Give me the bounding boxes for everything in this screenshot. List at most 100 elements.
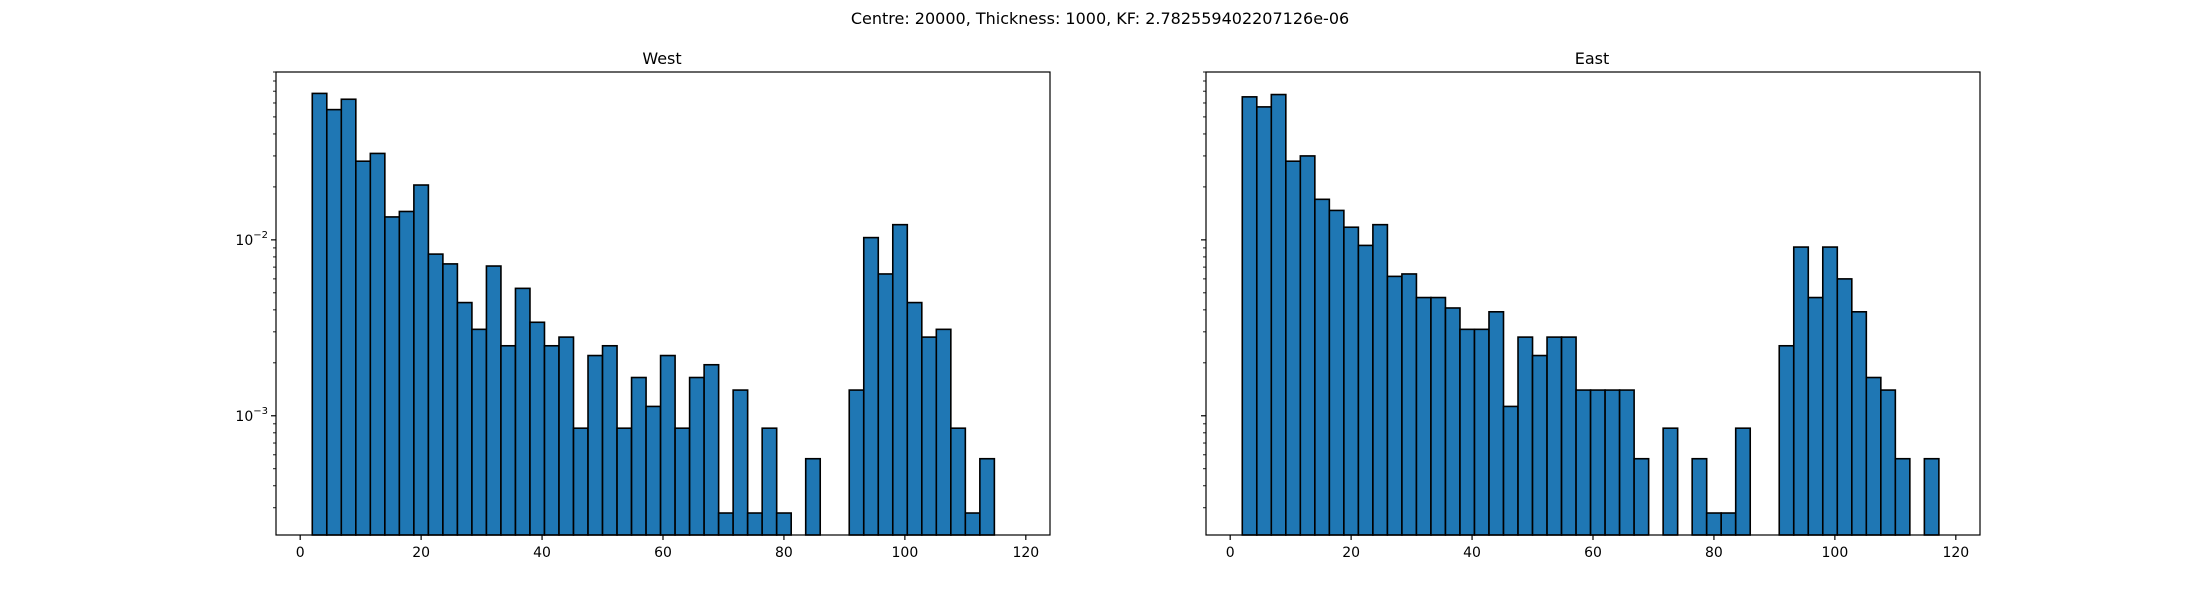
- west-bar: [529, 321, 546, 536]
- east-bar: [1560, 336, 1577, 536]
- west-bar: [601, 344, 618, 536]
- west-bars: [311, 92, 996, 536]
- east-bar: [1343, 226, 1360, 536]
- figure-suptitle: Centre: 20000, Thickness: 1000, KF: 2.78…: [851, 9, 1349, 28]
- east-bar: [1720, 512, 1737, 536]
- west-bar: [558, 336, 575, 536]
- east-bar: [1241, 96, 1258, 536]
- west-bar: [456, 301, 473, 536]
- east-bar: [1633, 457, 1650, 536]
- east-bar: [1444, 307, 1461, 536]
- east-bar: [1821, 246, 1839, 536]
- west-x-tick-label: 60: [654, 545, 672, 561]
- east-bar: [1473, 328, 1490, 536]
- west-bar: [340, 98, 357, 536]
- east-bar: [1734, 427, 1752, 536]
- east-x-tick-label: 120: [1942, 545, 1969, 561]
- west-bar: [862, 236, 880, 536]
- east-bar: [1488, 310, 1505, 536]
- west-bar: [442, 263, 459, 536]
- west-axes: 0 20 40 60 80 100 120 10−2 10−3: [235, 71, 1051, 561]
- east-x-tick-label: 100: [1822, 545, 1849, 561]
- west-bar: [384, 216, 401, 536]
- west-bar: [427, 253, 444, 536]
- west-x-tick-label: 20: [412, 545, 430, 561]
- west-bar: [935, 328, 952, 536]
- east-panel: East 0 20 40 60 80 100 120: [1201, 49, 1981, 561]
- west-bar: [906, 301, 923, 536]
- west-bar: [950, 427, 967, 536]
- west-x-tick-label: 100: [892, 545, 919, 561]
- east-bar: [1372, 223, 1389, 536]
- west-bar: [369, 152, 386, 536]
- east-x-tick-label: 20: [1342, 545, 1360, 561]
- west-y-tick-label: 10−3: [235, 406, 268, 425]
- west-bar: [964, 512, 981, 536]
- west-bar: [572, 427, 589, 536]
- east-bar: [1923, 457, 1940, 536]
- east-bar: [1604, 389, 1621, 536]
- east-bar: [1270, 93, 1287, 536]
- west-bar: [471, 328, 488, 536]
- west-bar: [891, 223, 909, 536]
- east-bar: [1618, 389, 1635, 536]
- west-bar: [848, 389, 865, 536]
- east-bar: [1517, 336, 1534, 536]
- east-bar: [1299, 155, 1316, 536]
- east-bar: [1314, 198, 1331, 536]
- west-bar: [325, 108, 343, 536]
- west-bar: [355, 160, 372, 536]
- east-bar: [1880, 389, 1897, 536]
- east-x-tick-label: 60: [1584, 545, 1602, 561]
- west-bar: [732, 389, 749, 536]
- east-bar: [1836, 278, 1853, 536]
- east-bar: [1894, 457, 1911, 536]
- west-bar: [514, 287, 531, 536]
- west-bar: [979, 457, 996, 536]
- east-bar: [1415, 296, 1432, 536]
- west-bar: [674, 427, 691, 536]
- east-x-tick-label: 80: [1705, 545, 1723, 561]
- east-bar: [1502, 405, 1519, 536]
- west-y-tick-label: 10−2: [235, 230, 268, 249]
- west-x-tick-label: 120: [1012, 545, 1039, 561]
- west-bar: [398, 210, 415, 536]
- west-bar: [543, 344, 560, 536]
- east-bar: [1851, 310, 1868, 536]
- east-bar: [1531, 354, 1548, 536]
- west-bar: [645, 405, 662, 536]
- west-x-tick-label: 80: [775, 545, 793, 561]
- west-bar: [746, 512, 763, 536]
- east-bars: [1241, 93, 1940, 536]
- east-bar: [1386, 275, 1403, 536]
- west-bar: [688, 376, 705, 536]
- east-bar: [1662, 427, 1679, 536]
- east-axes: 0 20 40 60 80 100 120: [1201, 71, 1981, 561]
- east-x-tick-label: 40: [1463, 545, 1481, 561]
- east-bar: [1589, 389, 1606, 536]
- west-bar: [413, 184, 430, 536]
- west-bar: [311, 92, 328, 536]
- west-bar: [500, 344, 517, 536]
- west-bar: [616, 427, 633, 536]
- east-x-tick-label: 0: [1226, 545, 1235, 561]
- west-bar: [717, 512, 734, 536]
- east-bar: [1459, 328, 1476, 536]
- east-bar: [1778, 344, 1795, 536]
- east-bar: [1430, 296, 1447, 536]
- east-bar: [1575, 389, 1592, 536]
- west-x-tick-label: 40: [533, 545, 551, 561]
- east-bar: [1792, 246, 1810, 536]
- east-panel-title: East: [1575, 49, 1610, 68]
- west-x-tick-label: 0: [296, 545, 305, 561]
- west-bar: [485, 265, 502, 536]
- west-bar: [877, 273, 894, 536]
- east-bar: [1357, 244, 1374, 536]
- west-bar: [630, 376, 647, 536]
- west-bar: [804, 457, 822, 536]
- east-bar: [1807, 296, 1824, 536]
- west-panel: West 0 20 40 60 80 100 120 10−2 10−3: [235, 49, 1051, 561]
- east-bar: [1865, 376, 1882, 536]
- east-bar: [1705, 512, 1722, 536]
